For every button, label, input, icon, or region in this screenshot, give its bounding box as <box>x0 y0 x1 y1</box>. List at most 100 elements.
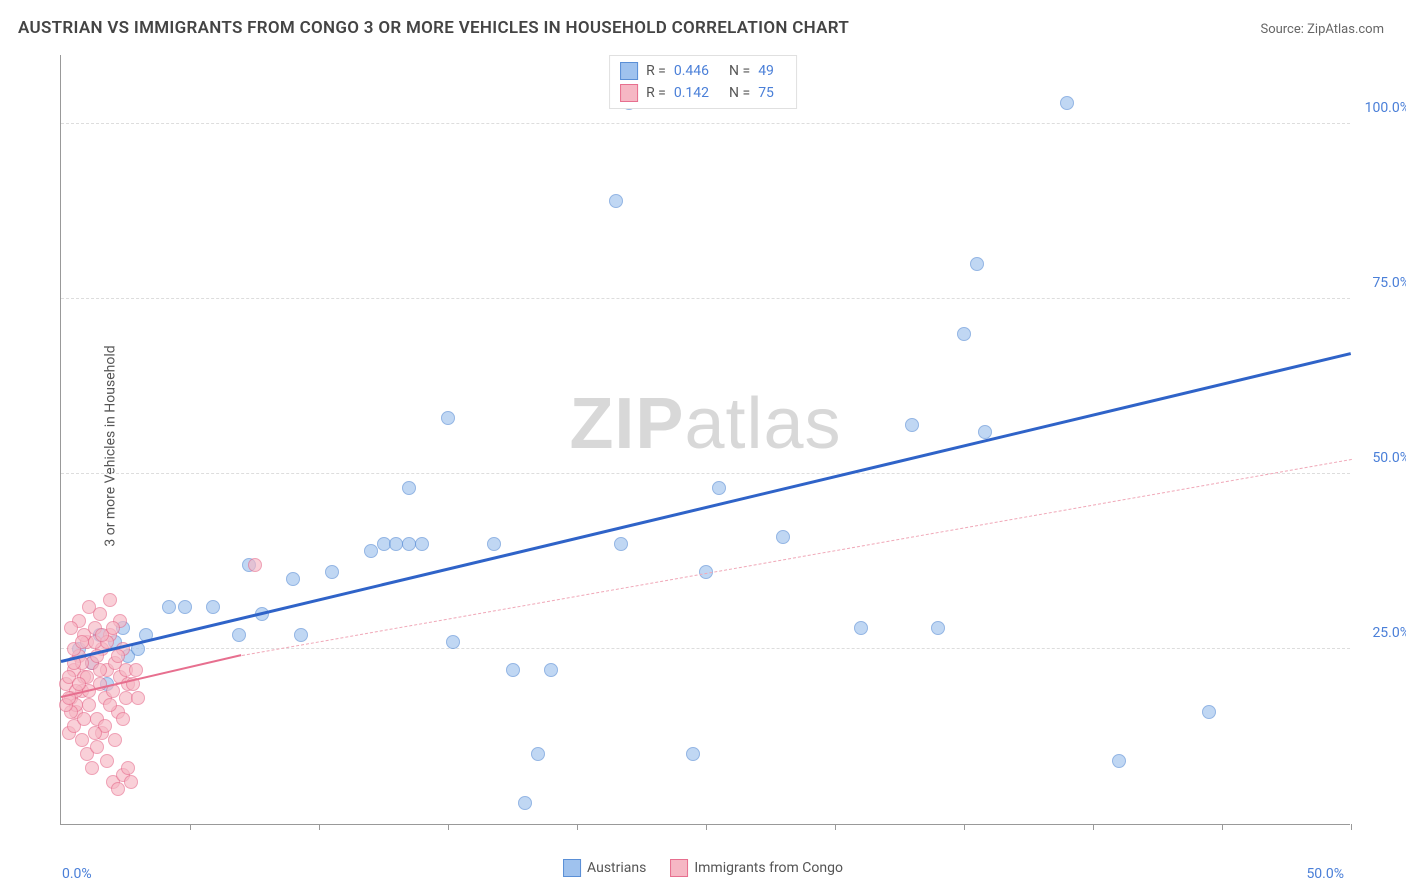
scatter-point <box>487 537 501 551</box>
scatter-point <box>111 782 125 796</box>
scatter-point <box>90 740 104 754</box>
trend-line <box>61 352 1352 663</box>
scatter-point <box>206 600 220 614</box>
legend-stat-row: R = 0.142 N = 75 <box>620 82 786 104</box>
scatter-point <box>82 698 96 712</box>
legend-swatch <box>620 84 638 102</box>
scatter-point <box>129 663 143 677</box>
gridline-h <box>61 298 1350 299</box>
scatter-point <box>95 628 109 642</box>
legend-stats: R = 0.446 N = 49 R = 0.142 N = 75 <box>609 55 797 109</box>
scatter-point <box>377 537 391 551</box>
scatter-point <box>124 775 138 789</box>
scatter-point <box>1060 96 1074 110</box>
scatter-point <box>103 593 117 607</box>
scatter-point <box>162 600 176 614</box>
x-tick <box>964 824 965 830</box>
scatter-point <box>103 698 117 712</box>
x-tick <box>577 824 578 830</box>
gridline-h <box>61 473 1350 474</box>
scatter-point <box>248 558 262 572</box>
legend-item: Austrians <box>563 859 646 877</box>
scatter-point <box>402 537 416 551</box>
scatter-point <box>72 677 86 691</box>
scatter-point <box>506 663 520 677</box>
r-label: R = <box>646 85 666 101</box>
legend-swatch <box>670 859 688 877</box>
scatter-point <box>111 649 125 663</box>
legend-stat-row: R = 0.446 N = 49 <box>620 60 786 82</box>
legend-label: Austrians <box>587 860 646 876</box>
scatter-point <box>905 418 919 432</box>
n-label: N = <box>729 85 750 101</box>
watermark: ZIPatlas <box>569 383 841 465</box>
scatter-point <box>1202 705 1216 719</box>
scatter-point <box>75 733 89 747</box>
scatter-point <box>402 481 416 495</box>
x-axis-max-label: 50.0% <box>1306 866 1344 882</box>
legend-bottom: Austrians Immigrants from Congo <box>563 859 843 877</box>
scatter-point <box>93 607 107 621</box>
x-tick <box>190 824 191 830</box>
scatter-point <box>518 796 532 810</box>
n-value: 49 <box>758 63 774 79</box>
scatter-point <box>178 600 192 614</box>
x-axis-min-label: 0.0% <box>62 866 92 882</box>
scatter-point <box>121 761 135 775</box>
scatter-point <box>108 733 122 747</box>
scatter-point <box>978 425 992 439</box>
scatter-point <box>325 565 339 579</box>
scatter-point <box>415 537 429 551</box>
scatter-point <box>232 628 246 642</box>
scatter-point <box>131 691 145 705</box>
scatter-point <box>931 621 945 635</box>
n-label: N = <box>729 63 750 79</box>
scatter-point <box>446 635 460 649</box>
scatter-point <box>64 621 78 635</box>
scatter-point <box>957 327 971 341</box>
legend-label: Immigrants from Congo <box>694 860 843 876</box>
scatter-point <box>85 761 99 775</box>
y-tick-label: 25.0% <box>1372 625 1406 641</box>
x-tick <box>319 824 320 830</box>
scatter-point <box>100 754 114 768</box>
gridline-h <box>61 648 1350 649</box>
scatter-point <box>609 194 623 208</box>
x-tick <box>835 824 836 830</box>
y-tick-label: 75.0% <box>1372 275 1406 291</box>
scatter-point <box>286 572 300 586</box>
scatter-point <box>364 544 378 558</box>
r-label: R = <box>646 63 666 79</box>
gridline-h <box>61 123 1350 124</box>
scatter-point <box>544 663 558 677</box>
x-tick <box>448 824 449 830</box>
scatter-point <box>75 635 89 649</box>
x-tick <box>1093 824 1094 830</box>
scatter-point <box>441 411 455 425</box>
scatter-point <box>294 628 308 642</box>
scatter-point <box>116 712 130 726</box>
x-tick <box>706 824 707 830</box>
x-tick <box>1222 824 1223 830</box>
legend-swatch <box>620 62 638 80</box>
y-tick-label: 100.0% <box>1365 100 1406 116</box>
plot-area: ZIPatlas 25.0%50.0%75.0%100.0% <box>60 55 1350 825</box>
r-value: 0.446 <box>674 63 709 79</box>
legend-item: Immigrants from Congo <box>670 859 843 877</box>
scatter-point <box>854 621 868 635</box>
y-tick-label: 50.0% <box>1372 450 1406 466</box>
scatter-point <box>1112 754 1126 768</box>
source-attribution: Source: ZipAtlas.com <box>1260 22 1384 37</box>
scatter-point <box>77 712 91 726</box>
legend-swatch <box>563 859 581 877</box>
r-value: 0.142 <box>674 85 709 101</box>
scatter-point <box>776 530 790 544</box>
x-tick <box>1351 824 1352 830</box>
scatter-point <box>970 257 984 271</box>
scatter-point <box>93 663 107 677</box>
scatter-point <box>389 537 403 551</box>
scatter-point <box>614 537 628 551</box>
scatter-point <box>119 691 133 705</box>
scatter-point <box>712 481 726 495</box>
n-value: 75 <box>758 85 774 101</box>
